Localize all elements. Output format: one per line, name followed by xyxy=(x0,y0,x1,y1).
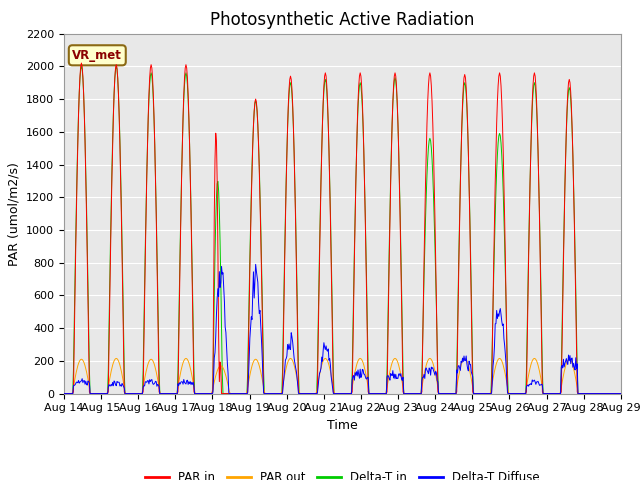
Legend: PAR in, PAR out, Delta-T in, Delta-T Diffuse: PAR in, PAR out, Delta-T in, Delta-T Dif… xyxy=(140,466,545,480)
Y-axis label: PAR (umol/m2/s): PAR (umol/m2/s) xyxy=(8,162,20,265)
X-axis label: Time: Time xyxy=(327,419,358,432)
Text: VR_met: VR_met xyxy=(72,49,122,62)
Title: Photosynthetic Active Radiation: Photosynthetic Active Radiation xyxy=(210,11,475,29)
